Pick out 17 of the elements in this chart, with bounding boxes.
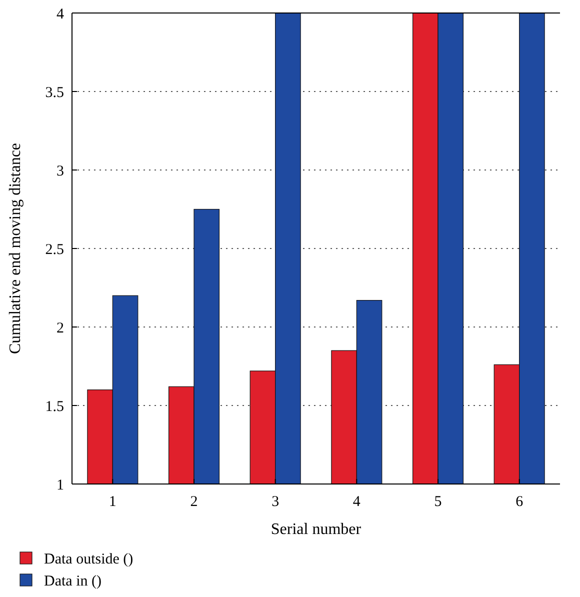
x-tick-label: 6 <box>516 494 524 510</box>
x-tick-label: 1 <box>108 494 116 510</box>
legend-label: Data in () <box>44 573 102 590</box>
x-tick-label: 4 <box>352 494 361 510</box>
x-tick-label: 5 <box>434 494 442 510</box>
y-tick-label: 1.5 <box>45 398 64 415</box>
x-axis-title: Serial number <box>270 521 362 538</box>
x-tick-label: 2 <box>190 494 198 510</box>
y-tick-label: 1 <box>56 477 64 494</box>
y-axis-title: Cumulative end moving distance <box>7 142 24 354</box>
y-tick-label: 3.5 <box>45 84 64 101</box>
legend-label: Data outside () <box>44 551 134 568</box>
y-tick-label: 2 <box>56 320 64 336</box>
x-tick-label: 3 <box>272 494 280 510</box>
y-tick-label: 2.5 <box>45 242 64 258</box>
y-tick-label: 3 <box>56 163 64 180</box>
y-tick-label: 4 <box>56 6 64 22</box>
